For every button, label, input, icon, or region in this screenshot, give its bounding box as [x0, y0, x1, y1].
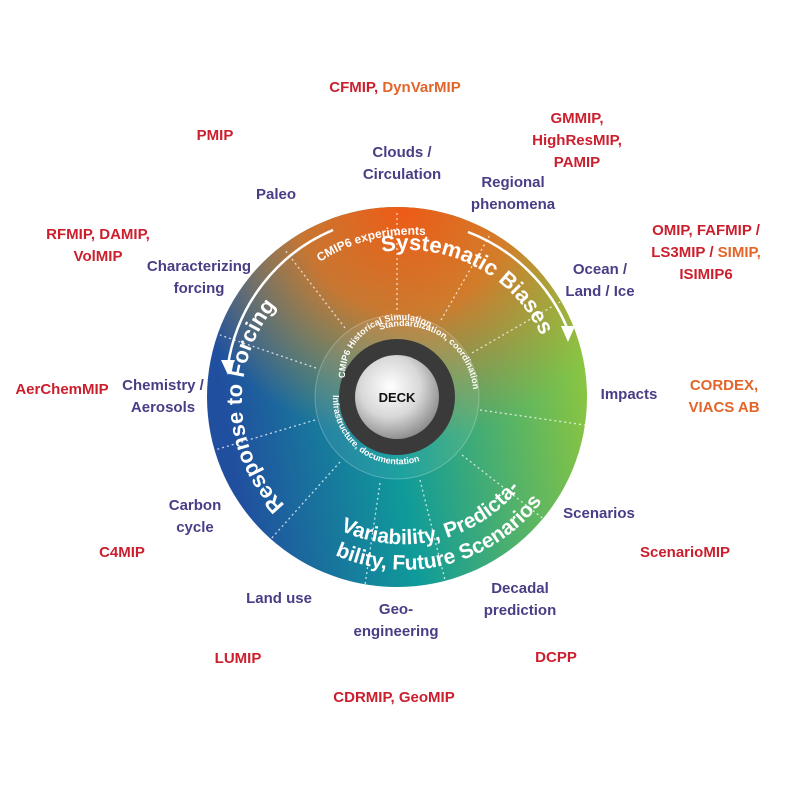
mip-cordex: CORDEX, — [689, 377, 759, 394]
mip-dcpp-text: DCPP — [535, 649, 577, 666]
mip-rfmip-damip: RFMIP, DAMIP, — [46, 226, 150, 243]
topic-scenarios-line1: Scenarios — [563, 505, 635, 522]
mip-omip-fafmip: OMIP, FAFMIP / — [652, 222, 760, 239]
mip-c4mip-text: C4MIP — [99, 544, 145, 561]
mip-pamip: PAMIP — [553, 154, 601, 171]
topic-chemistry-line2: Aerosols — [130, 399, 196, 416]
mip-dynvarmip: DynVarMIP — [382, 79, 461, 96]
mip-cordex-group: CORDEX, VIACS AB — [688, 375, 759, 419]
topic-ocean-line1: Ocean / — [572, 261, 628, 278]
topic-decadal-line1: Decadal — [491, 580, 549, 597]
topic-carbon-line2: cycle — [176, 519, 214, 536]
mip-cfmip-dynvarmip: CFMIP, DynVarMIP — [329, 77, 460, 99]
topic-regional-line2: phenomena — [470, 196, 556, 213]
topic-ocean-line2: Land / Ice — [565, 283, 635, 300]
mip-dcpp: DCPP — [535, 647, 577, 669]
mip-ls3mip: LS3MIP / — [651, 244, 714, 261]
topic-forcing-line2: forcing — [173, 280, 225, 297]
mip-pmip-text: PMIP — [196, 127, 234, 144]
mip-simip: SIMIP, — [717, 244, 761, 261]
mip-isimip6: ISIMIP6 — [679, 266, 733, 283]
deck-label: DECK — [379, 390, 416, 405]
topic-decadal-prediction: Decadal prediction — [484, 578, 557, 622]
topic-forcing-line1: Characterizing — [146, 258, 252, 275]
mip-c4mip: C4MIP — [99, 542, 145, 564]
topic-paleo-line1: Paleo — [255, 186, 297, 203]
topic-regional-phenomena: Regional phenomena — [471, 172, 555, 216]
topic-regional-line1: Regional — [481, 174, 545, 191]
mip-cfmip: CFMIP, — [329, 79, 379, 96]
mip-lumip: LUMIP — [215, 648, 262, 670]
topic-characterizing-forcing: Characterizing forcing — [147, 256, 251, 300]
mip-pmip: PMIP — [197, 125, 234, 147]
topic-impacts-line1: Impacts — [600, 386, 658, 403]
topic-chemistry-aerosols: Chemistry / Aerosols — [122, 375, 204, 419]
mip-lumip-text: LUMIP — [214, 650, 262, 667]
sector-dividers — [214, 210, 586, 586]
mip-scenariomip: ScenarioMIP — [640, 542, 730, 564]
mip-cdrmip-geomip-text: CDRMIP, GeoMIP — [333, 689, 455, 706]
topic-clouds-line2: Circulation — [362, 166, 442, 183]
response-arrowhead — [221, 360, 235, 375]
mip-aerchemmip-text: AerChemMIP — [15, 381, 109, 398]
topic-impacts: Impacts — [601, 384, 658, 406]
topic-scenarios: Scenarios — [563, 503, 635, 525]
topic-carbon-line1: Carbon — [168, 497, 222, 514]
mip-gmmip: GMMIP, — [550, 110, 604, 127]
mip-omip-group: OMIP, FAFMIP / LS3MIP / SIMIP, ISIMIP6 — [651, 220, 761, 286]
biases-arrow — [467, 230, 570, 331]
deck-circle — [355, 355, 439, 439]
mip-cdrmip-geomip: CDRMIP, GeoMIP — [333, 687, 454, 709]
mip-aerchemmip: AerChemMIP — [15, 379, 108, 401]
mip-rfmip-group: RFMIP, DAMIP, VolMIP — [46, 224, 150, 268]
topic-ocean-land-ice: Ocean / Land / Ice — [565, 259, 634, 303]
topic-geo-line1: Geo- — [378, 601, 414, 618]
topic-clouds-line1: Clouds / — [372, 144, 432, 161]
topic-landuse-line1: Land use — [246, 590, 312, 607]
topic-chemistry-line1: Chemistry / — [122, 377, 204, 394]
mip-gmmip-group: GMMIP, HighResMIP, PAMIP — [532, 108, 622, 174]
mip-volmip: VolMIP — [73, 248, 123, 265]
topic-geo-line2: engineering — [353, 623, 439, 640]
topic-geoengineering: Geo- engineering — [353, 599, 438, 643]
topic-land-use: Land use — [246, 588, 312, 610]
biases-arrowhead — [561, 326, 575, 342]
topic-decadal-line2: prediction — [483, 602, 557, 619]
topic-clouds-circulation: Clouds / Circulation — [363, 142, 441, 186]
mip-highresmip: HighResMIP, — [532, 132, 622, 149]
topic-paleo: Paleo — [256, 184, 296, 206]
mip-viacs: VIACS AB — [688, 399, 760, 416]
mip-scenariomip-text: ScenarioMIP — [639, 544, 731, 561]
topic-carbon-cycle: Carbon cycle — [169, 495, 222, 539]
response-arrow — [226, 228, 334, 366]
